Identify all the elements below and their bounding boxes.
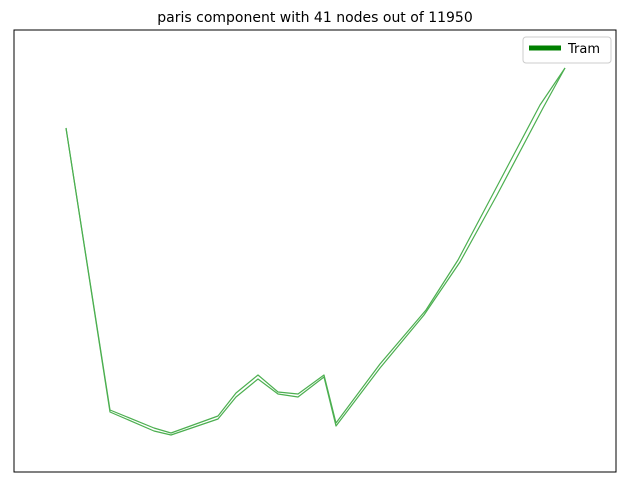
legend-label-tram: Tram <box>567 42 600 57</box>
plot-frame <box>13 29 617 473</box>
legend: Tram <box>522 36 612 64</box>
tram-track-b <box>65 67 566 436</box>
tram-tracks <box>65 67 566 436</box>
legend-box <box>522 36 612 64</box>
tram-track-a <box>65 67 566 434</box>
chart-title: paris component with 41 nodes out of 119… <box>157 10 472 26</box>
